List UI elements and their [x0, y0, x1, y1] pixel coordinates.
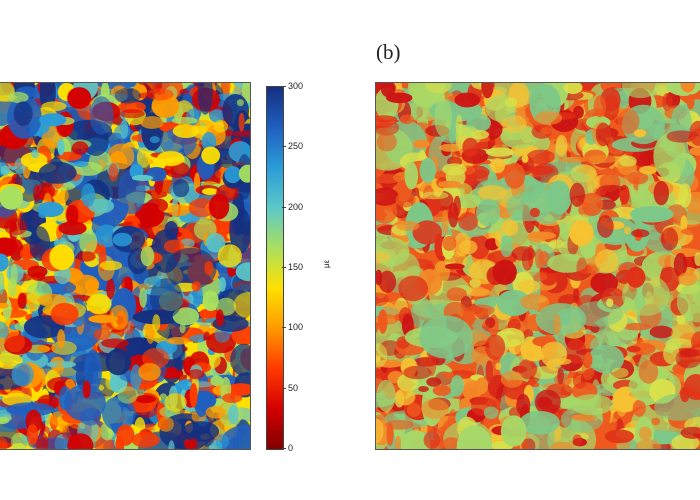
colorbar-tick-50: 50 — [288, 382, 299, 393]
heatmap-b-image — [376, 83, 700, 449]
colorbar-tickmark — [282, 86, 286, 87]
colorbar-tickmark — [282, 206, 286, 208]
colorbar-tickmark — [282, 448, 286, 449]
colorbar-tickmark — [282, 146, 286, 148]
colorbar-tickmark — [282, 327, 286, 329]
colorbar — [266, 86, 284, 450]
colorbar-tick-0: 0 — [288, 443, 294, 453]
colorbar-tickmark — [282, 267, 286, 268]
colorbar-tick-200: 200 — [288, 201, 304, 212]
colorbar-tick-100: 100 — [288, 322, 304, 333]
colorbar-tick-300: 300 — [288, 81, 304, 91]
panel-b-label: (b) — [376, 40, 401, 64]
heatmap-panel-b — [376, 83, 700, 449]
colorbar-tickmark — [282, 387, 286, 389]
colorbar-unit-label: με — [322, 259, 331, 268]
heatmap-a-image — [0, 83, 250, 449]
colorbar-tick-150: 150 — [288, 262, 304, 272]
colorbar-tick-250: 250 — [288, 141, 304, 152]
heatmap-panel-a — [0, 83, 250, 449]
